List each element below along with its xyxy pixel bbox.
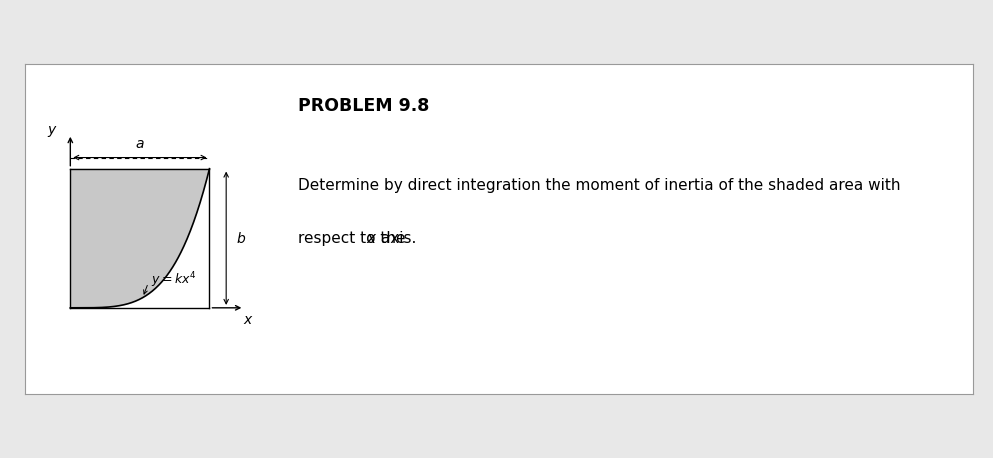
Text: axis.: axis. [376,231,417,246]
Text: $y = kx^4$: $y = kx^4$ [151,270,197,290]
Text: PROBLEM 9.8: PROBLEM 9.8 [298,98,429,115]
Text: x: x [366,231,375,246]
Text: Determine by direct integration the moment of inertia of the shaded area with: Determine by direct integration the mome… [298,178,901,193]
Text: $x$: $x$ [243,313,254,327]
Text: $y$: $y$ [47,124,58,139]
Text: respect to the: respect to the [298,231,410,246]
Text: $b$: $b$ [236,231,246,246]
Polygon shape [71,169,210,308]
Text: $a$: $a$ [135,136,145,151]
